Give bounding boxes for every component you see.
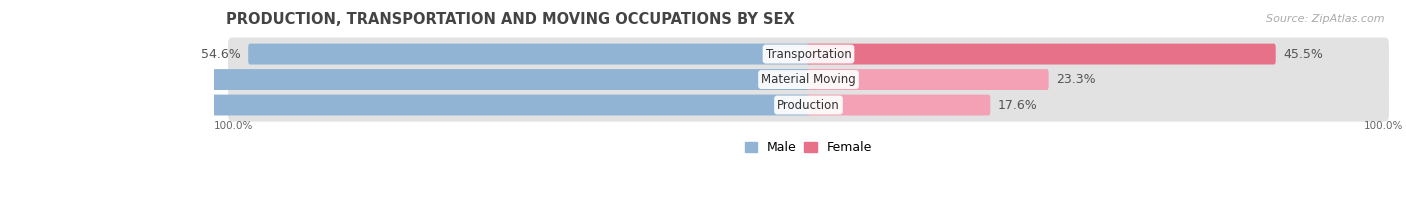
FancyBboxPatch shape [249, 44, 810, 64]
Text: Source: ZipAtlas.com: Source: ZipAtlas.com [1267, 14, 1385, 24]
Text: 100.0%: 100.0% [1364, 121, 1403, 131]
FancyBboxPatch shape [22, 69, 810, 90]
Text: Transportation: Transportation [766, 47, 852, 60]
Text: 23.3%: 23.3% [1056, 73, 1097, 86]
Text: 54.6%: 54.6% [201, 47, 240, 60]
Text: 82.4%: 82.4% [0, 98, 27, 112]
Text: 17.6%: 17.6% [998, 98, 1038, 112]
FancyBboxPatch shape [0, 95, 810, 115]
FancyBboxPatch shape [807, 95, 990, 115]
Text: 45.5%: 45.5% [1284, 47, 1323, 60]
FancyBboxPatch shape [807, 69, 1049, 90]
Text: Production: Production [778, 98, 839, 112]
FancyBboxPatch shape [228, 37, 1389, 71]
Text: Material Moving: Material Moving [761, 73, 856, 86]
FancyBboxPatch shape [228, 63, 1389, 96]
FancyBboxPatch shape [807, 44, 1275, 64]
Legend: Male, Female: Male, Female [740, 136, 877, 159]
Text: 76.7%: 76.7% [42, 73, 86, 86]
Text: PRODUCTION, TRANSPORTATION AND MOVING OCCUPATIONS BY SEX: PRODUCTION, TRANSPORTATION AND MOVING OC… [226, 12, 794, 27]
FancyBboxPatch shape [228, 88, 1389, 122]
Text: 100.0%: 100.0% [214, 121, 253, 131]
